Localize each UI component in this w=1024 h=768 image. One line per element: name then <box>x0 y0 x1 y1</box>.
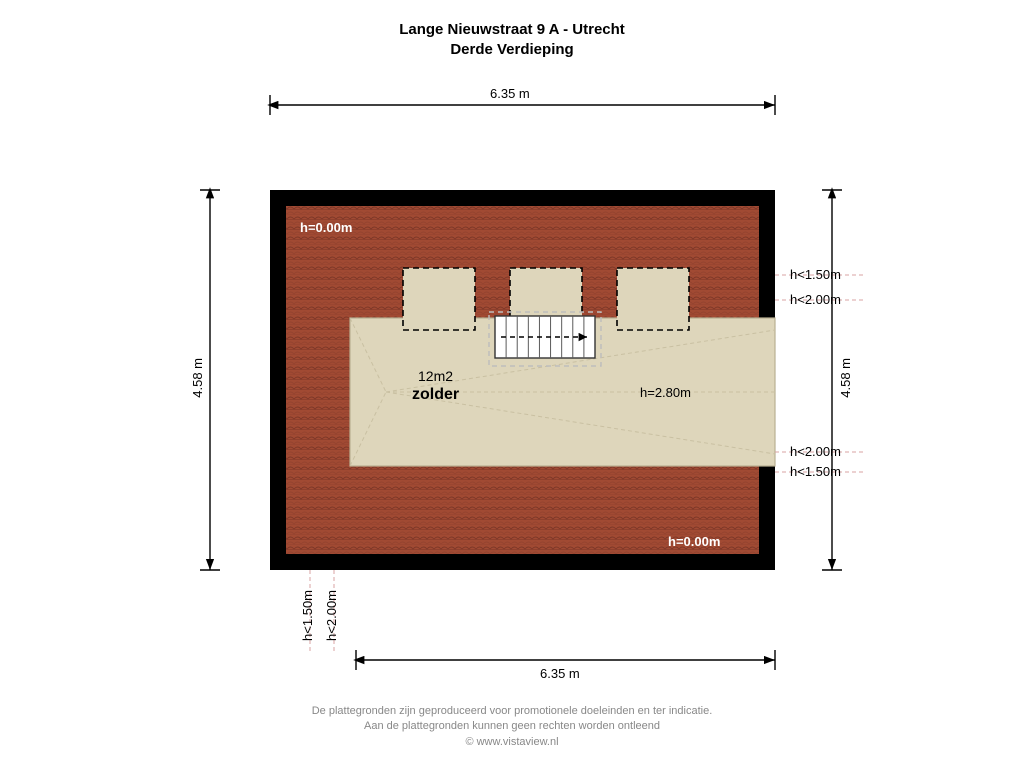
dim-bottom-label: 6.35 m <box>540 666 580 681</box>
svg-text:zolder: zolder <box>412 386 459 403</box>
svg-text:12m2: 12m2 <box>418 368 453 384</box>
dim-right-label: 4.58 m <box>838 358 853 398</box>
bottom-h150: h<1.50m <box>300 590 315 641</box>
right-h200-bot: h<2.00m <box>790 444 841 459</box>
footer-line2: Aan de plattegronden kunnen geen rechten… <box>364 720 660 732</box>
right-h150-top: h<1.50m <box>790 267 841 282</box>
right-h200-top: h<2.00m <box>790 292 841 307</box>
svg-text:h=0.00m: h=0.00m <box>668 534 720 549</box>
bottom-h200: h<2.00m <box>324 590 339 641</box>
floorplan-svg: 12m2 zolder h=2.80m h=0.00m h=0.00m <box>0 0 1024 768</box>
footer-line3: © www.vistaview.nl <box>465 736 558 748</box>
footer: De plattegronden zijn geproduceerd voor … <box>0 704 1024 750</box>
right-h150-bot: h<1.50m <box>790 464 841 479</box>
dim-top-label: 6.35 m <box>490 86 530 101</box>
dim-left-label: 4.58 m <box>190 358 205 398</box>
footer-line1: De plattegronden zijn geproduceerd voor … <box>312 705 713 717</box>
svg-text:h=2.80m: h=2.80m <box>640 385 691 400</box>
svg-text:h=0.00m: h=0.00m <box>300 220 352 235</box>
